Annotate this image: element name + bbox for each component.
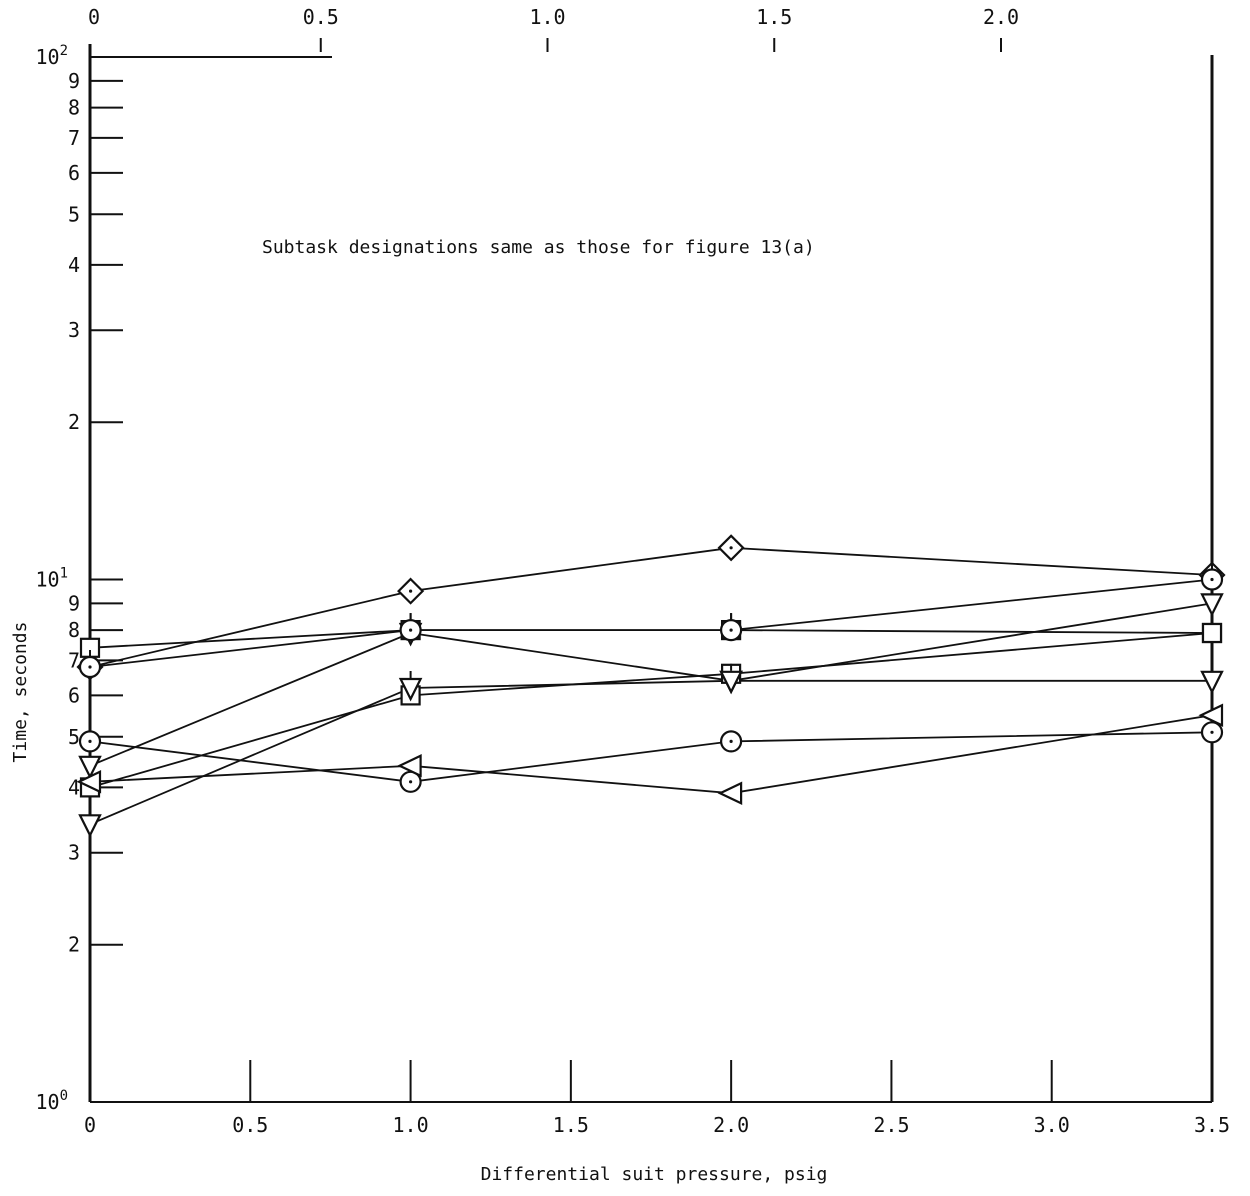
y-tick-label: 9 <box>68 69 80 93</box>
chart-annotation: Subtask designations same as those for f… <box>262 237 815 258</box>
y-tick-label-base: 10 <box>35 1090 59 1114</box>
data-point-series-7 <box>717 781 743 805</box>
x-tick-label: 0 <box>84 1113 96 1137</box>
y-tick-label: 5 <box>68 725 80 749</box>
marker-triangle-left <box>397 754 422 778</box>
data-point-series-5 <box>719 663 743 695</box>
series-line-2 <box>89 629 1213 649</box>
y-tick-label: 3 <box>68 841 80 865</box>
series-line-5 <box>89 679 1212 826</box>
x-axis-label: Differential suit pressure, psig <box>481 1164 828 1185</box>
data-point-series-8 <box>399 613 422 642</box>
marker-center-dot <box>1210 730 1214 734</box>
marker-center-dot <box>409 628 413 632</box>
marker-triangle-left <box>76 770 102 794</box>
y-tick-label: 8 <box>68 96 80 120</box>
y-tick-label-base: 10 <box>35 45 59 69</box>
data-point-series-3 <box>78 755 102 780</box>
series-line-8 <box>89 578 1213 668</box>
y-tick-label: 101 <box>35 566 68 592</box>
data-point-series-4 <box>1201 622 1223 644</box>
x-tick-label: 3.5 <box>1194 1113 1230 1137</box>
marker-triangle-down <box>398 677 423 702</box>
y-tick-label: 8 <box>68 618 80 642</box>
y-tick-label: 9 <box>68 591 80 615</box>
marker-center-dot <box>88 665 92 669</box>
y-tick-label: 4 <box>68 253 80 277</box>
marker-triangle-down <box>1200 670 1224 695</box>
y-tick-label: 6 <box>68 161 80 185</box>
y-tick-label-exponent: 1 <box>60 566 68 582</box>
series-line-4 <box>89 632 1213 789</box>
marker-center-dot <box>88 739 92 743</box>
y-tick-label-base: 10 <box>35 568 59 592</box>
data-point-series-3 <box>1200 593 1224 617</box>
y-tick-label: 7 <box>68 648 80 672</box>
series-line-1 <box>89 546 1213 668</box>
marker-triangle-down <box>719 670 743 695</box>
data-point-series-8 <box>719 613 743 642</box>
x-axis-ticks: 0 0.5 1.0 1.5 2.0 2.5 3.0 3.5 <box>84 1060 1230 1137</box>
y-tick-label-exponent: 2 <box>60 43 68 59</box>
data-point-series-7 <box>1198 703 1224 727</box>
y-tick-label: 5 <box>68 202 80 226</box>
series-lines <box>89 546 1213 826</box>
series-line-6 <box>89 731 1213 783</box>
data-point-series-6 <box>78 730 102 753</box>
data-point-series-1 <box>717 534 745 562</box>
marker-center-dot <box>729 739 733 743</box>
y-tick-label: 2 <box>68 410 80 434</box>
data-point-series-8 <box>1200 562 1224 591</box>
y-tick-label: 7 <box>68 126 80 150</box>
y-tick-label: 2 <box>68 933 80 957</box>
series-line-7 <box>89 714 1213 795</box>
y-tick-label: 6 <box>68 683 80 707</box>
data-point-series-6 <box>719 730 743 753</box>
data-point-series-5 <box>1200 663 1224 695</box>
marker-triangle-left <box>1198 703 1224 727</box>
y-tick-label: 3 <box>68 318 80 342</box>
data-point-series-1 <box>397 577 425 605</box>
top-tick-label: 0.5 <box>303 5 339 29</box>
data-point-series-7 <box>397 754 422 778</box>
top-tick-label: 0 <box>88 5 100 29</box>
data-point-series-7 <box>76 770 102 794</box>
marker-center-dot <box>729 546 733 550</box>
marker-square <box>1201 622 1223 644</box>
marker-center-dot <box>409 780 413 784</box>
x-tick-label: 1.0 <box>393 1113 429 1137</box>
data-point-series-6 <box>1200 721 1224 744</box>
marker-triangle-down <box>1200 593 1224 617</box>
x-tick-label: 2.5 <box>873 1113 909 1137</box>
y-tick-label: 102 <box>35 43 68 69</box>
series-line-3 <box>89 602 1213 767</box>
top-tick-label: 1.5 <box>756 5 792 29</box>
marker-triangle-down <box>78 814 102 838</box>
marker-center-dot <box>729 628 733 632</box>
marker-triangle-down <box>78 755 102 780</box>
y-axis-label: Time, seconds <box>10 622 31 763</box>
top-axis-ticks: 0 0.5 1.0 1.5 2.0 <box>88 5 1019 52</box>
y-tick-label: 4 <box>68 775 80 799</box>
x-tick-label: 0.5 <box>232 1113 268 1137</box>
marker-triangle-left <box>717 781 743 805</box>
x-tick-label: 1.5 <box>553 1113 589 1137</box>
x-tick-label: 2.0 <box>713 1113 749 1137</box>
data-point-series-5 <box>398 671 423 702</box>
y-tick-label: 100 <box>35 1088 68 1114</box>
data-point-series-5 <box>78 807 102 838</box>
data-markers <box>76 534 1226 838</box>
top-tick-label: 2.0 <box>983 5 1019 29</box>
marker-center-dot <box>1210 577 1214 582</box>
top-tick-label: 1.0 <box>529 5 565 29</box>
x-tick-label: 3.0 <box>1034 1113 1070 1137</box>
data-point-series-8 <box>78 650 102 679</box>
marker-center-dot <box>409 589 413 593</box>
y-tick-label-exponent: 0 <box>60 1088 68 1104</box>
